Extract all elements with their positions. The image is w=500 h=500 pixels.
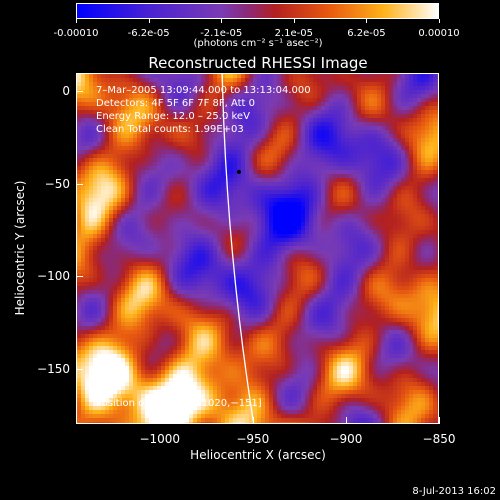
rhessi-image-heatmap [77, 74, 438, 423]
colorbar-tick-mark [76, 19, 77, 23]
x-tick-label: −850 [422, 432, 456, 446]
colorbar-tick-label: 2.1e-05 [274, 28, 313, 39]
y-tick-mark [76, 91, 83, 93]
peak-position-annotation: Position of Peak = [−1020,−151] [96, 398, 262, 409]
y-tick-label: 0 [62, 84, 70, 99]
y-tick-mark [76, 368, 83, 370]
colorbar-tick-label: -0.00010 [53, 28, 99, 39]
x-axis-label: Heliocentric X (arcsec) [190, 448, 326, 462]
y-tick-label: −50 [44, 176, 70, 191]
x-tick-label: −950 [236, 432, 270, 446]
y-tick-label: −150 [37, 361, 70, 376]
x-tick-mark [345, 417, 347, 424]
clean-counts-annotation: Clean Total counts: 1.99E+03 [96, 124, 244, 135]
x-tick-mark [159, 417, 161, 424]
colorbar-tick-mark [366, 19, 368, 23]
timestamp: 8-Jul-2013 16:02 [412, 486, 496, 497]
detectors-annotation: Detectors: 4F 5F 6F 7F 8F, Att 0 [96, 98, 256, 109]
image-plot-area: 7–Mar–2005 13:09:44.000 to 13:13:04.000 … [76, 73, 439, 424]
y-axis-label: Heliocentric Y (arcsec) [13, 180, 27, 316]
colorbar-tick-label: 6.2e-05 [347, 28, 386, 39]
x-tick-label: −1000 [139, 432, 181, 446]
chart-title: Reconstructed RHESSI Image [148, 54, 368, 72]
colorbar [76, 3, 439, 19]
colorbar-tick-mark [293, 19, 295, 23]
colorbar-tick-mark [148, 19, 150, 23]
marked-point [236, 169, 241, 174]
x-tick-mark [252, 417, 254, 424]
energy-range-annotation: Energy Range: 12.0 – 25.0 keV [96, 111, 250, 122]
colorbar-tick-label: 0.00010 [418, 28, 460, 39]
solar-limb-line [221, 74, 255, 423]
y-tick-label: −100 [37, 269, 70, 284]
y-tick-mark [76, 276, 83, 278]
colorbar-tick-mark [221, 19, 223, 23]
x-tick-label: −900 [329, 432, 363, 446]
colorbar-unit-label: (photons cm⁻² s⁻¹ asec⁻²) [193, 38, 323, 49]
time-range-annotation: 7–Mar–2005 13:09:44.000 to 13:13:04.000 [96, 85, 311, 96]
colorbar-tick-label: -2.1e-05 [200, 28, 243, 39]
colorbar-tick-label: -6.2e-05 [127, 28, 170, 39]
y-tick-mark [76, 183, 83, 185]
colorbar-tick-mark [439, 19, 440, 23]
x-tick-mark [439, 417, 440, 424]
